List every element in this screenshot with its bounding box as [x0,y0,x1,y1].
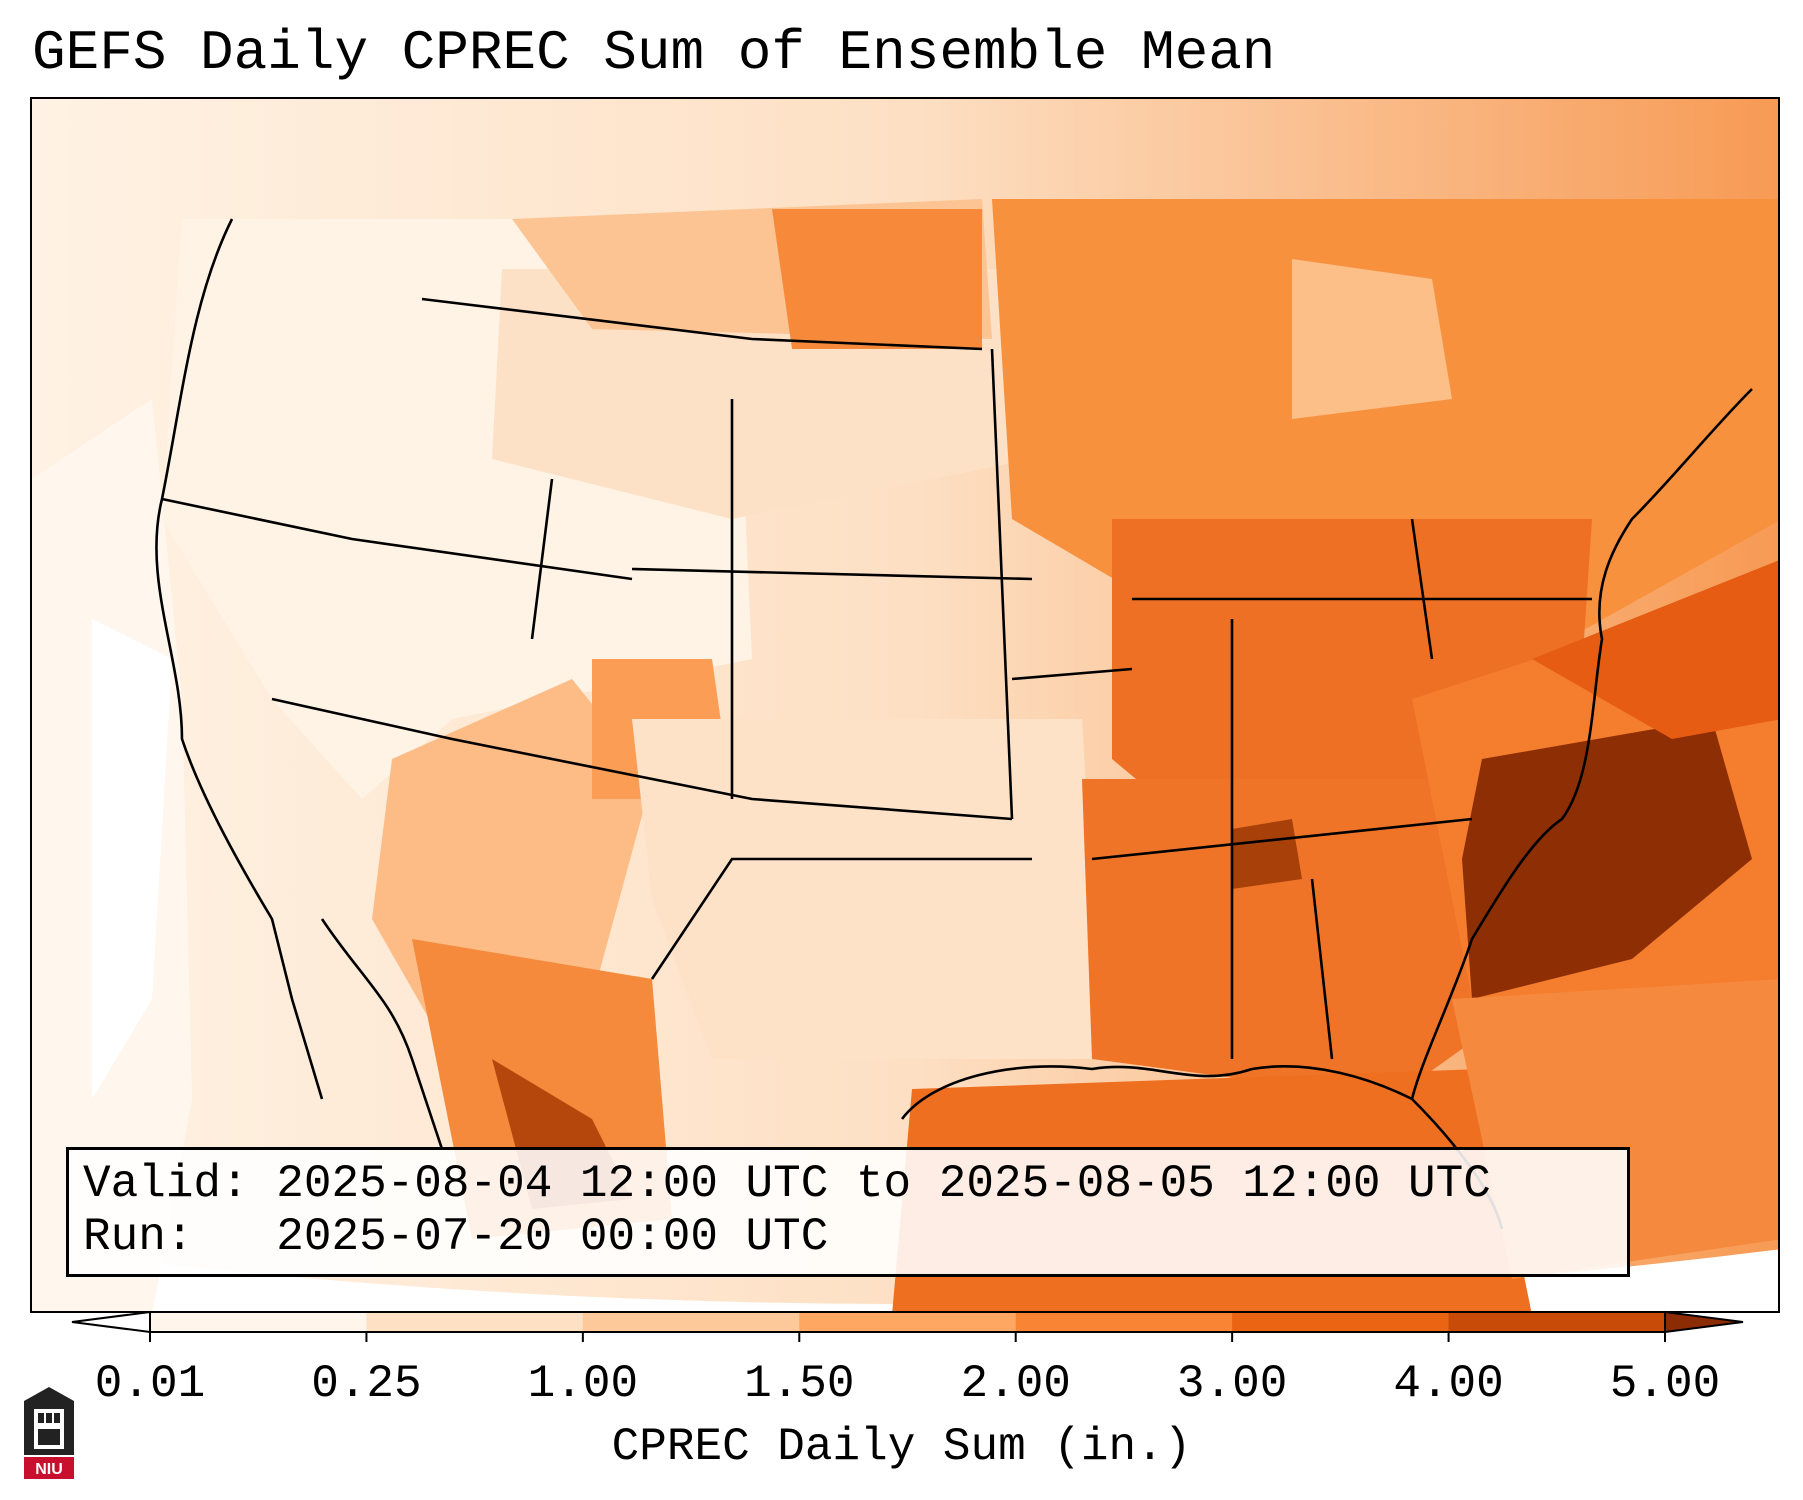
colorbar-tick-label: 0.01 [94,1358,206,1410]
colorbar-under-extension [71,1310,151,1334]
precipitation-map [32,99,1778,1311]
run-label: Run: [83,1211,194,1263]
coastlines-and-borders [155,218,1753,1230]
colorbar-outline [149,1311,1666,1333]
colorbar-bin [1015,1312,1233,1332]
colorbar-tick-label: 0.25 [311,1358,422,1410]
niu-logo: NIU [20,1385,78,1483]
colorbar-tick-label: 5.00 [1609,1358,1721,1410]
colorbar-tick-label: 1.00 [527,1358,639,1410]
colorbar-bin [150,1312,367,1332]
university-logo-icon: NIU [24,1387,74,1479]
colorbar-label: CPREC Daily Sum (in.) [611,1421,1192,1473]
colorbar-tick-label: 1.50 [744,1358,855,1410]
colorbar-bin [1232,1312,1450,1332]
colorbar-over-extension [1664,1310,1744,1334]
logo-text: NIU [35,1461,63,1478]
map-panel[interactable] [30,97,1780,1313]
colorbar-tick-label: 2.00 [960,1358,1071,1410]
valid-time-range: 2025-08-04 12:00 UTC to 2025-08-05 12:00… [276,1158,1491,1210]
colorbar-svg [71,1310,1744,1342]
map-title: GEFS Daily CPREC Sum of Ensemble Mean [32,21,1276,85]
colorbar-bin [799,1312,1017,1332]
run-time: 2025-07-20 00:00 UTC [276,1211,829,1263]
colorbar [0,1308,1803,1348]
colorbar-tick-label: 4.00 [1393,1358,1504,1410]
valid-label: Valid: [83,1158,249,1210]
colorbar-bin [366,1312,584,1332]
colorbar-bin [582,1312,800,1332]
colorbar-tick-label: 3.00 [1176,1358,1288,1410]
valid-run-info-box: Valid: 2025-08-04 12:00 UTC to 2025-08-0… [66,1147,1630,1277]
colorbar-bin [1448,1312,1666,1332]
